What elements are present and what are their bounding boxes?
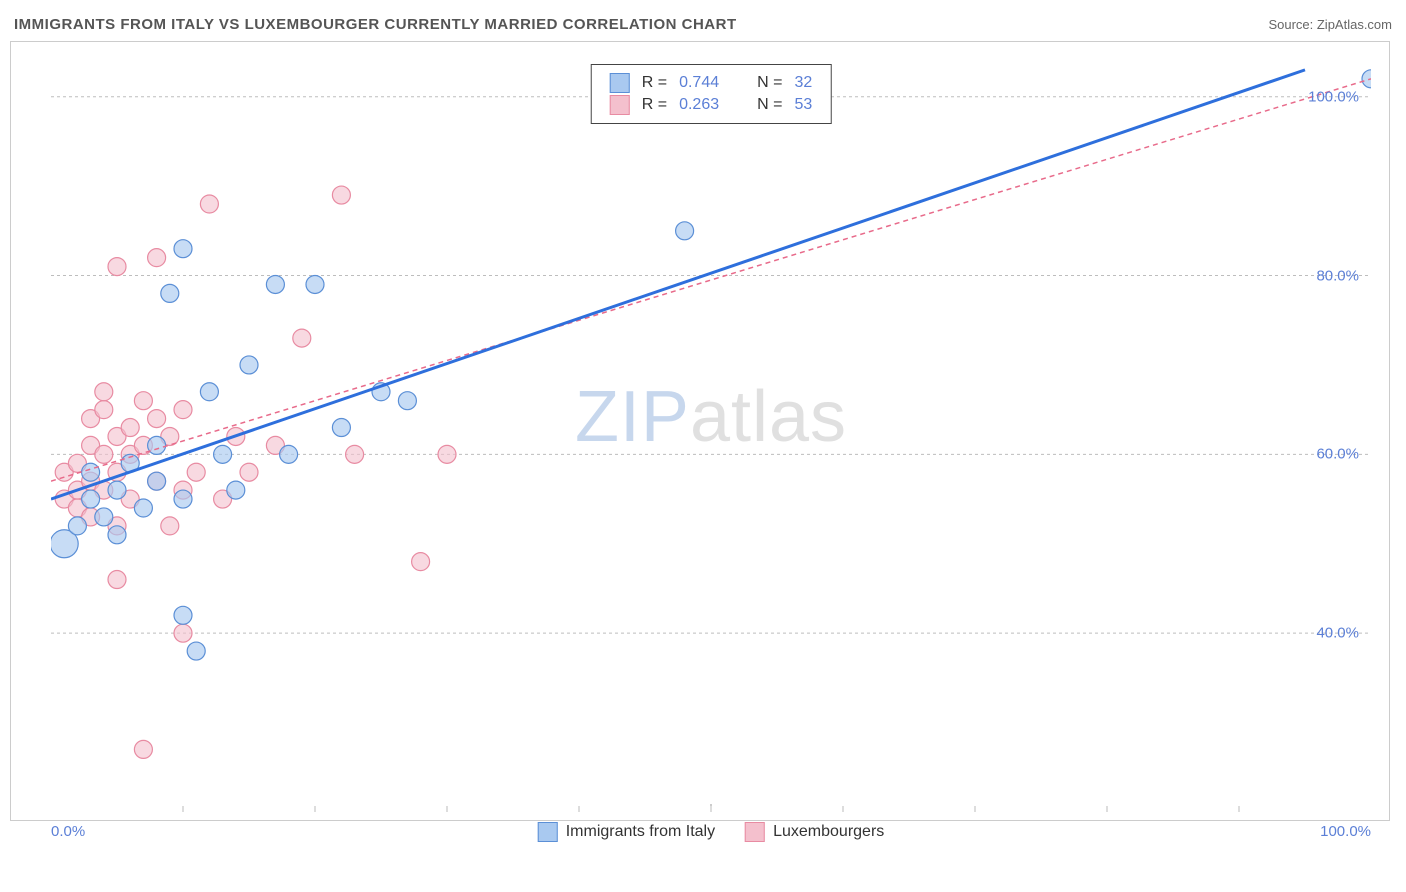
scatter-point <box>161 517 179 535</box>
scatter-point <box>68 517 86 535</box>
legend-swatch-italy-bottom <box>538 822 558 842</box>
legend-swatch-lux-bottom <box>745 822 765 842</box>
legend-correlation: R = 0.744 N = 32 R = 0.263 N = 53 <box>591 64 832 124</box>
scatter-point <box>95 445 113 463</box>
x-tick-label: 0.0% <box>51 823 85 840</box>
legend-row-lux: R = 0.263 N = 53 <box>610 95 813 115</box>
chart-svg <box>51 52 1371 812</box>
legend-label-italy: Immigrants from Italy <box>566 823 715 841</box>
scatter-point <box>332 186 350 204</box>
y-tick-label: 100.0% <box>1308 88 1359 105</box>
scatter-point <box>174 401 192 419</box>
scatter-point <box>306 275 324 293</box>
scatter-point <box>214 445 232 463</box>
source-name: ZipAtlas.com <box>1317 17 1392 32</box>
scatter-point <box>95 383 113 401</box>
source-label: Source: <box>1268 17 1316 32</box>
scatter-point <box>148 436 166 454</box>
scatter-point <box>174 490 192 508</box>
scatter-point <box>332 419 350 437</box>
scatter-point <box>134 392 152 410</box>
r-value-lux: 0.263 <box>679 96 719 114</box>
chart-title: IMMIGRANTS FROM ITALY VS LUXEMBOURGER CU… <box>14 16 737 33</box>
scatter-point <box>174 624 192 642</box>
scatter-point <box>280 445 298 463</box>
legend-swatch-italy <box>610 73 630 93</box>
scatter-point <box>398 392 416 410</box>
scatter-point <box>121 419 139 437</box>
scatter-point <box>412 553 430 571</box>
r-label: R = <box>642 74 667 92</box>
scatter-point <box>266 275 284 293</box>
scatter-point <box>134 740 152 758</box>
scatter-point <box>187 642 205 660</box>
legend-item-lux: Luxembourgers <box>745 822 884 842</box>
scatter-point <box>82 490 100 508</box>
scatter-point <box>108 526 126 544</box>
scatter-point <box>82 463 100 481</box>
r-label-2: R = <box>642 96 667 114</box>
legend-item-italy: Immigrants from Italy <box>538 822 715 842</box>
scatter-point <box>108 571 126 589</box>
plot-area: ZIPatlas R = 0.744 N = 32 R = 0.263 N = <box>51 52 1371 812</box>
scatter-point <box>174 240 192 258</box>
n-label: N = <box>757 74 782 92</box>
r-value-italy: 0.744 <box>679 74 719 92</box>
chart-container: Currently Married ZIPatlas R = 0.744 N =… <box>10 41 1390 821</box>
scatter-point <box>200 195 218 213</box>
scatter-point <box>200 383 218 401</box>
scatter-point <box>108 258 126 276</box>
x-tick-label: 100.0% <box>1320 823 1371 840</box>
legend-row-italy: R = 0.744 N = 32 <box>610 73 813 93</box>
scatter-point <box>95 401 113 419</box>
chart-header: IMMIGRANTS FROM ITALY VS LUXEMBOURGER CU… <box>10 10 1396 41</box>
n-value-lux: 53 <box>794 96 812 114</box>
scatter-point <box>148 472 166 490</box>
scatter-point <box>108 481 126 499</box>
chart-source: Source: ZipAtlas.com <box>1268 17 1392 32</box>
scatter-point <box>148 410 166 428</box>
scatter-point <box>676 222 694 240</box>
legend-swatch-lux <box>610 95 630 115</box>
y-tick-label: 60.0% <box>1316 446 1359 463</box>
n-label-2: N = <box>757 96 782 114</box>
scatter-point <box>346 445 364 463</box>
scatter-point <box>240 356 258 374</box>
scatter-point <box>240 463 258 481</box>
scatter-point <box>95 508 113 526</box>
scatter-point <box>134 499 152 517</box>
regression-line <box>51 70 1305 499</box>
y-tick-label: 40.0% <box>1316 625 1359 642</box>
scatter-point <box>227 481 245 499</box>
regression-line <box>51 79 1371 481</box>
scatter-point <box>148 249 166 267</box>
n-value-italy: 32 <box>794 74 812 92</box>
scatter-point <box>187 463 205 481</box>
legend-series: Immigrants from Italy Luxembourgers <box>538 822 885 842</box>
scatter-point <box>161 284 179 302</box>
scatter-point <box>174 606 192 624</box>
scatter-point <box>438 445 456 463</box>
legend-label-lux: Luxembourgers <box>773 823 884 841</box>
y-tick-label: 80.0% <box>1316 267 1359 284</box>
scatter-point <box>293 329 311 347</box>
